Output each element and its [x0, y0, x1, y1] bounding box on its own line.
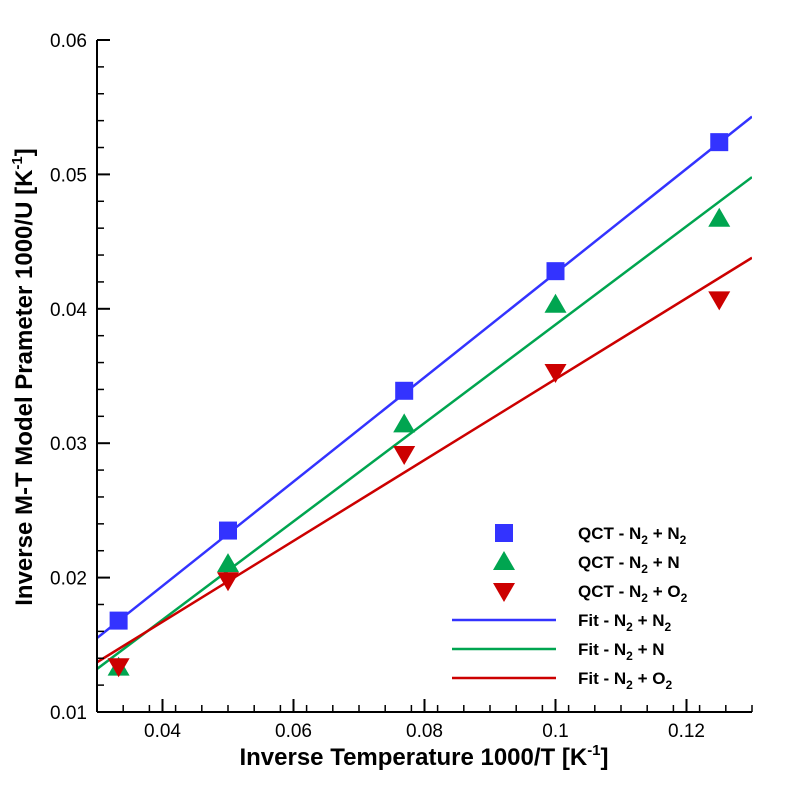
- fit-line: [97, 176, 752, 670]
- data-point-triangle-up: [708, 207, 731, 227]
- legend: QCT - N2 + N2 QCT - N2 + N QCT - N2 + O2 Fi…: [452, 524, 688, 692]
- axes: 0.01 0.02 0.03 0.04 0.05 0.06 0.04 0.06 0.08 0.1 0…: [50, 31, 753, 742]
- data-point-triangle-up: [393, 413, 416, 433]
- x-tick-label: 0.1: [542, 721, 568, 742]
- data-point-triangle-down: [217, 572, 239, 592]
- legend-label: QCT - N2 + N: [578, 553, 680, 576]
- x-tick-label: 0.06: [275, 721, 312, 742]
- data-point-triangle-down: [107, 658, 130, 678]
- y-tick-label: 0.03: [50, 434, 87, 455]
- data-point-square: [109, 611, 128, 630]
- data-point-triangle-down: [393, 445, 416, 465]
- legend-symbol-square: [495, 524, 513, 542]
- x-tick-label: 0.12: [668, 721, 705, 742]
- legend-label: Fit - N2 + N2: [578, 611, 672, 634]
- legend-symbol-triangle-down: [493, 583, 515, 602]
- fit-line: [97, 256, 752, 664]
- y-axis-title: Inverse M-T Model Prameter 1000/U [K-1]: [9, 148, 38, 606]
- x-tick-label: 0.04: [144, 721, 181, 742]
- data-point-square: [219, 521, 237, 540]
- y-tick-label: 0.02: [50, 569, 87, 590]
- data-point-triangle-up: [217, 553, 239, 573]
- y-tick-label: 0.04: [50, 300, 87, 321]
- y-tick-label: 0.06: [50, 31, 87, 52]
- data-point-square: [710, 133, 729, 152]
- x-tick-label: 0.08: [406, 721, 443, 742]
- data-point-triangle-down: [708, 291, 731, 311]
- x-axis-title: Inverse Temperature 1000/T [K-1]: [239, 742, 608, 771]
- legend-symbol-triangle-up: [493, 551, 515, 570]
- data-point-triangle-up: [544, 293, 567, 313]
- legend-label: QCT - N2 + O2: [578, 582, 688, 605]
- legend-label: QCT - N2 + N2: [578, 524, 687, 547]
- legend-label: Fit - N2 + O2: [578, 669, 672, 692]
- legend-label: Fit - N2 + N: [578, 640, 665, 663]
- y-tick-label: 0.01: [50, 703, 87, 724]
- plot-marks: [97, 115, 752, 678]
- data-point-triangle-down: [544, 363, 567, 383]
- y-tick-label: 0.05: [50, 165, 87, 186]
- data-point-square: [395, 381, 414, 400]
- fit-line: [97, 115, 752, 640]
- data-point-square: [546, 262, 565, 281]
